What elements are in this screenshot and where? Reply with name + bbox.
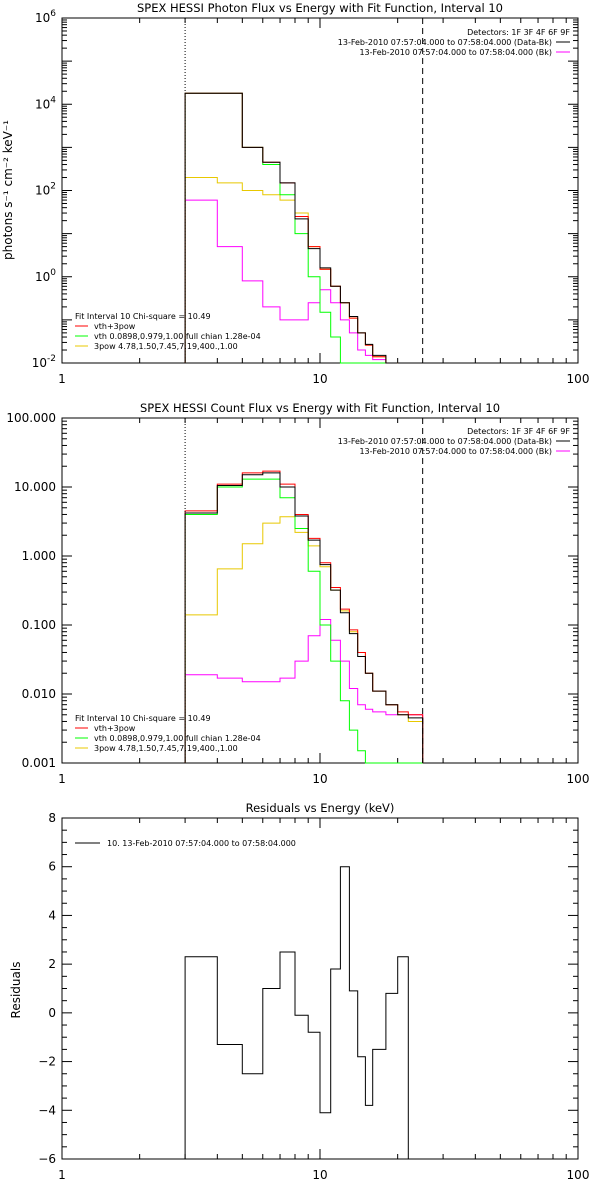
count-flux-series: [184, 470, 424, 764]
photon-flux-ticks: 1 10 100 10-2 100 102 104 106: [32, 9, 590, 386]
photon-flux-series: [184, 92, 398, 364]
photon-flux-panel: SPEX HESSI Photon Flux vs Energy with Fi…: [1, 1, 589, 386]
photon-flux-bk-text: 13-Feb-2010 07:57:04.000 to 07:58:04.000…: [359, 48, 552, 57]
photon-flux-legend-vth: vth 0.0898,0.979,1.00 full chian 1.28e-0…: [94, 332, 261, 341]
x-tick-label: 1: [58, 772, 66, 786]
y-tick-label: 4: [48, 908, 56, 922]
residuals-panel: Residuals vs Energy (keV) 1 10 100 −6 −4 −2 0 2…: [9, 801, 589, 1182]
count-flux-legend-vth: vth 0.0898,0.979,1.00 full chian 1.28e-0…: [94, 734, 261, 743]
y-tick-label: 100.000: [6, 411, 56, 425]
count-flux-ticks: 1 10 100 0.001 0.010 0.100 1.000 10.000 100.000: [6, 411, 589, 786]
y-tick-label: 106: [35, 9, 56, 25]
count-flux-fit-markers: [184, 418, 424, 763]
photon-flux-detectors-text: Detectors: 1F 3F 4F 6F 9F: [467, 28, 570, 37]
residuals-y-axis-label: Residuals: [9, 962, 23, 1019]
y-tick-label: −2: [38, 1055, 56, 1069]
photon-flux-title: SPEX HESSI Photon Flux vs Energy with Fi…: [137, 1, 503, 15]
count-flux-detectors-text: Detectors: 1F 3F 4F 6F 9F: [467, 427, 570, 436]
series-line-4: [184, 199, 398, 364]
photon-flux-legend-title: Fit Interval 10 Chi-square = 10.49: [75, 312, 211, 321]
y-tick-label: 104: [35, 95, 56, 111]
x-tick-label: 100: [567, 1168, 590, 1182]
y-tick-label: 2: [48, 957, 56, 971]
series-line-3: [184, 472, 424, 763]
y-tick-label: 0.001: [22, 756, 56, 770]
y-tick-label: 102: [35, 182, 56, 198]
x-tick-label: 10: [312, 772, 327, 786]
y-tick-label: 10-2: [32, 354, 56, 370]
series-line-0: [184, 470, 424, 763]
photon-flux-legend: Fit Interval 10 Chi-square = 10.49 vth+3…: [75, 312, 261, 351]
residuals-legend: 10. 13-Feb-2010 07:57:04.000 to 07:58:04…: [75, 839, 296, 848]
residuals-title: Residuals vs Energy (keV): [246, 801, 395, 815]
photon-flux-y-axis-label: photons s⁻¹ cm⁻² keV⁻¹: [1, 120, 15, 260]
series-line-3: [184, 92, 398, 364]
series-line-2: [184, 516, 424, 763]
photon-flux-legend-3pow: 3pow 4.78,1.50,7.45,7.19,400.,1.00: [94, 342, 238, 351]
count-flux-legend-3pow: 3pow 4.78,1.50,7.45,7.19,400.,1.00: [94, 744, 238, 753]
y-tick-label: 0.010: [22, 687, 56, 701]
x-tick-label: 10: [312, 372, 327, 386]
count-flux-info: Detectors: 1F 3F 4F 6F 9F 13-Feb-2010 07…: [338, 427, 571, 456]
count-flux-title: SPEX HESSI Count Flux vs Energy with Fit…: [140, 401, 500, 415]
y-tick-label: 0: [48, 1006, 56, 1020]
y-tick-label: −6: [38, 1152, 56, 1166]
x-tick-label: 100: [567, 372, 590, 386]
x-tick-label: 1: [58, 1168, 66, 1182]
count-flux-legend-title: Fit Interval 10 Chi-square = 10.49: [75, 714, 211, 723]
photon-flux-info: Detectors: 1F 3F 4F 6F 9F 13-Feb-2010 07…: [338, 28, 571, 57]
y-tick-label: 0.100: [22, 618, 56, 632]
series-line-1: [184, 478, 423, 764]
count-flux-bk-text: 13-Feb-2010 07:57:04.000 to 07:58:04.000…: [359, 447, 552, 456]
count-flux-panel: SPEX HESSI Count Flux vs Energy with Fit…: [6, 401, 589, 786]
x-tick-label: 100: [567, 772, 590, 786]
residuals-ticks: 1 10 100 −6 −4 −2 0 2 4 6 8: [38, 811, 589, 1182]
y-tick-label: 100: [35, 268, 56, 284]
series-line-0: [184, 866, 409, 1159]
y-tick-label: 8: [48, 811, 56, 825]
photon-flux-fit-markers: [184, 18, 424, 363]
residuals-series: [184, 866, 409, 1159]
y-tick-label: 1.000: [22, 549, 56, 563]
photon-flux-data-bk-text: 13-Feb-2010 07:57:04.000 to 07:58:04.000…: [338, 38, 552, 47]
y-tick-label: 6: [48, 860, 56, 874]
x-tick-label: 1: [58, 372, 66, 386]
y-tick-label: 10.000: [14, 480, 56, 494]
count-flux-legend: Fit Interval 10 Chi-square = 10.49 vth+3…: [75, 714, 261, 753]
residuals-legend-label: 10. 13-Feb-2010 07:57:04.000 to 07:58:04…: [107, 839, 296, 848]
photon-flux-legend-vth-3pow: vth+3pow: [94, 322, 136, 331]
y-tick-label: −4: [38, 1103, 56, 1117]
count-flux-legend-vth-3pow: vth+3pow: [94, 724, 136, 733]
x-tick-label: 10: [312, 1168, 327, 1182]
count-flux-data-bk-text: 13-Feb-2010 07:57:04.000 to 07:58:04.000…: [338, 437, 552, 446]
